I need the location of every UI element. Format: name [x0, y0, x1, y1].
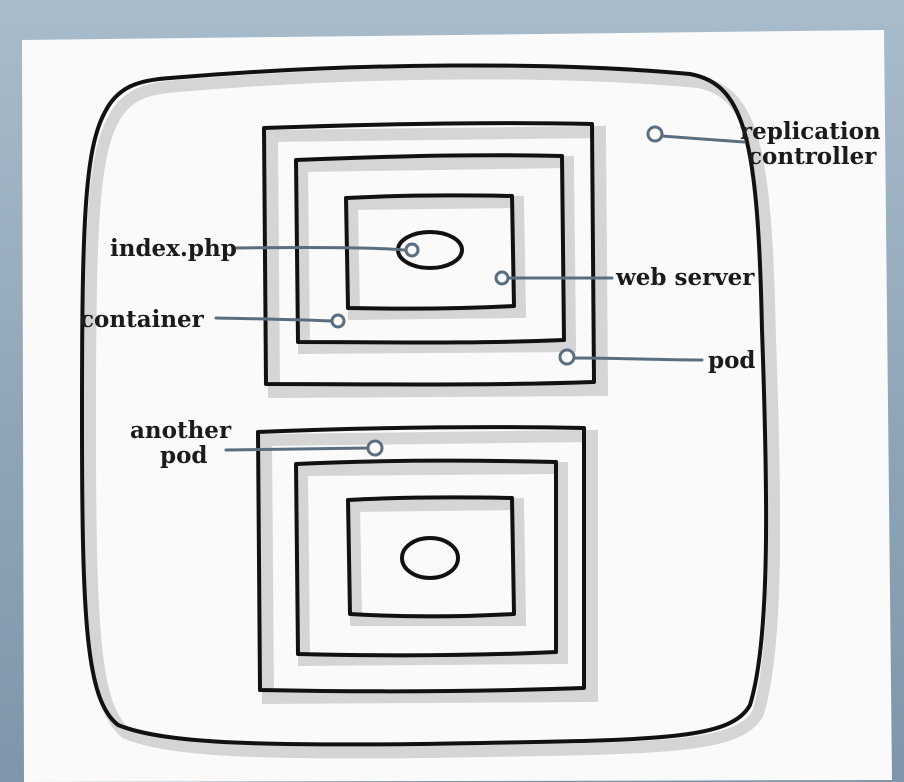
label-web-server: web server	[615, 264, 755, 291]
pin-web-server	[494, 270, 510, 286]
pin-markers	[330, 125, 664, 457]
pod-boundary	[262, 121, 596, 387]
shadow-layer	[83, 67, 781, 759]
label-another-pod-line1: another	[130, 417, 232, 444]
pin-container	[330, 313, 346, 329]
paper-sheet	[22, 30, 892, 782]
another-pod-boundary	[256, 425, 586, 694]
label-container: container	[80, 306, 205, 333]
leader-lines	[214, 134, 746, 452]
label-another-pod-line2: pod	[160, 442, 208, 469]
leader-another-pod	[224, 446, 370, 452]
pin-pod	[558, 348, 576, 366]
pin-replication-controller	[646, 125, 664, 143]
another-container-boundary	[294, 458, 558, 658]
replication-controller-boundary	[80, 63, 769, 747]
container-boundary	[294, 153, 566, 345]
leader-replication-controller	[660, 134, 746, 144]
leader-pod	[572, 356, 704, 362]
web-server-boundary	[344, 193, 516, 311]
leader-container	[214, 316, 334, 323]
label-replication-controller-line1: replication	[740, 118, 881, 145]
label-pod: pod	[708, 347, 756, 374]
another-web-server-boundary	[346, 495, 516, 619]
leader-index-php	[234, 246, 406, 252]
label-index-php: index.php	[110, 235, 237, 262]
pin-index-php	[404, 242, 420, 258]
another-file	[400, 536, 460, 580]
pin-another-pod	[366, 439, 384, 457]
label-replication-controller-line2: controller	[748, 143, 877, 170]
